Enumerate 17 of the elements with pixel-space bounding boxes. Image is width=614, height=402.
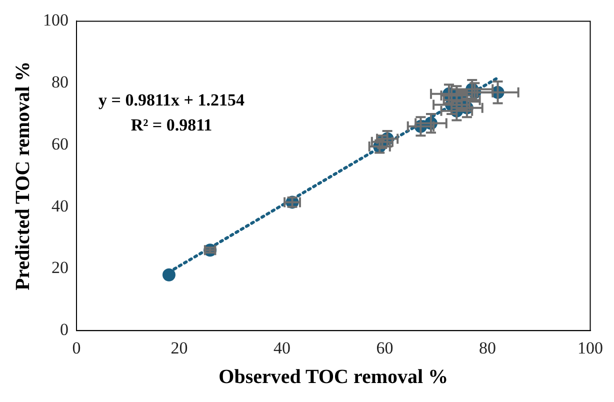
y-axis-title: Predicted TOC removal % (12, 61, 34, 290)
y-tick-label: 40 (52, 196, 68, 216)
y-tick-label: 20 (52, 258, 68, 278)
x-tick-label: 60 (376, 338, 394, 358)
x-tick-label: 40 (274, 338, 290, 358)
y-tick-label: 0 (60, 320, 68, 340)
x-axis-title: Observed TOC removal % (218, 366, 448, 388)
annotation: y = 0.9811x + 1.2154 (98, 90, 245, 110)
annotation: R² = 0.9811 (130, 116, 212, 135)
y-tick-label: 80 (52, 72, 68, 92)
point (162, 268, 176, 282)
x-tick-label: 100 (578, 338, 603, 358)
x-tick-label: 0 (72, 338, 81, 358)
x-tick-label: 20 (170, 338, 188, 358)
y-tick-label: 100 (43, 10, 68, 30)
y-tick-label: 60 (52, 134, 68, 154)
x-tick-label: 80 (479, 338, 496, 358)
